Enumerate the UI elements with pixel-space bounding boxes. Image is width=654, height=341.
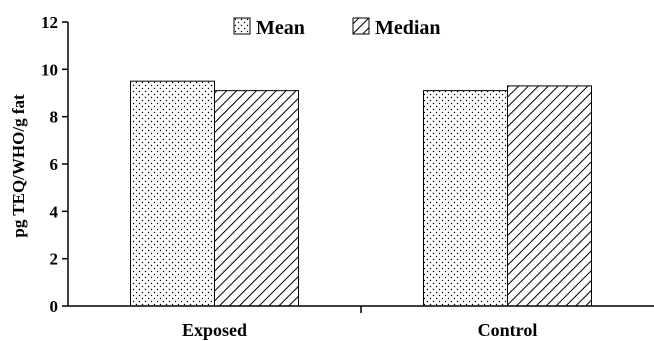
bar-median-control xyxy=(507,85,592,307)
bar-median-exposed xyxy=(214,90,299,307)
y-tick-label: 10 xyxy=(41,60,58,79)
y-tick-label: 0 xyxy=(50,297,59,316)
y-tick-label: 4 xyxy=(50,202,59,221)
bar-mean-exposed xyxy=(130,80,215,307)
axes xyxy=(67,22,654,313)
legend-swatch-median xyxy=(352,17,370,35)
legend-label-mean: Mean xyxy=(256,17,305,39)
y-axis-label: pg TEQ/WHO/g fat xyxy=(9,94,28,238)
y-tick-label: 6 xyxy=(50,155,59,174)
category-labels: Exposed Control xyxy=(182,320,537,340)
y-axis-ticks: 0 2 4 6 8 10 12 xyxy=(41,13,68,316)
legend-label-median: Median xyxy=(375,17,441,39)
x-category-label: Control xyxy=(478,320,538,340)
x-category-label: Exposed xyxy=(182,320,247,340)
legend: Mean Median xyxy=(233,17,441,39)
y-tick-label: 2 xyxy=(50,250,59,269)
bars xyxy=(130,80,592,307)
bar-mean-control xyxy=(423,90,508,307)
legend-swatch-mean xyxy=(233,17,251,35)
y-tick-label: 12 xyxy=(41,13,58,32)
y-tick-label: 8 xyxy=(50,108,59,127)
